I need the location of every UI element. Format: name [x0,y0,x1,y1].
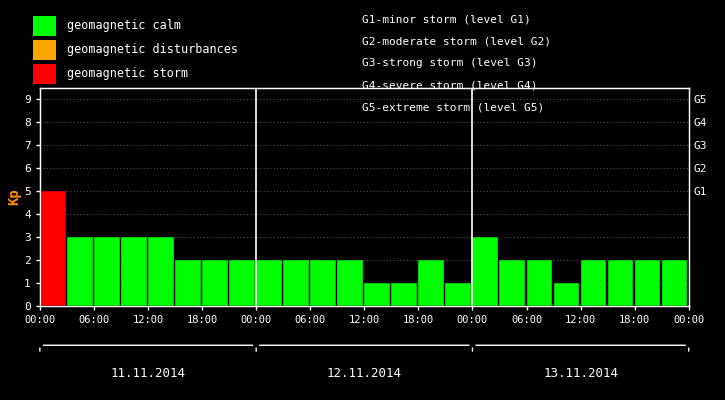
Text: G3-strong storm (level G3): G3-strong storm (level G3) [362,58,538,68]
Bar [608,260,634,306]
Bar [634,260,660,306]
Text: 11.11.2014: 11.11.2014 [110,367,186,380]
Bar [445,283,471,306]
Text: 13.11.2014: 13.11.2014 [543,367,618,380]
Text: G4-severe storm (level G4): G4-severe storm (level G4) [362,80,538,90]
Bar [175,260,201,306]
Bar [392,283,417,306]
Bar [121,237,146,306]
Bar [581,260,606,306]
Bar [148,237,174,306]
Text: 12.11.2014: 12.11.2014 [327,367,402,380]
Bar [40,191,65,306]
Bar [337,260,363,306]
Text: G2-moderate storm (level G2): G2-moderate storm (level G2) [362,36,552,46]
Y-axis label: Kp: Kp [7,189,21,205]
Bar [554,283,579,306]
Bar [283,260,309,306]
Bar [256,260,282,306]
Bar [310,260,336,306]
Bar [94,237,120,306]
Bar [662,260,687,306]
Text: geomagnetic storm: geomagnetic storm [67,68,188,80]
Bar [526,260,552,306]
Bar [67,237,93,306]
Text: G1-minor storm (level G1): G1-minor storm (level G1) [362,14,531,24]
Text: G5-extreme storm (level G5): G5-extreme storm (level G5) [362,102,544,112]
Bar [229,260,254,306]
Text: geomagnetic disturbances: geomagnetic disturbances [67,44,238,56]
Bar [364,283,390,306]
Text: geomagnetic calm: geomagnetic calm [67,20,181,32]
Bar [202,260,228,306]
Bar [418,260,444,306]
Bar [500,260,525,306]
Bar [473,237,498,306]
